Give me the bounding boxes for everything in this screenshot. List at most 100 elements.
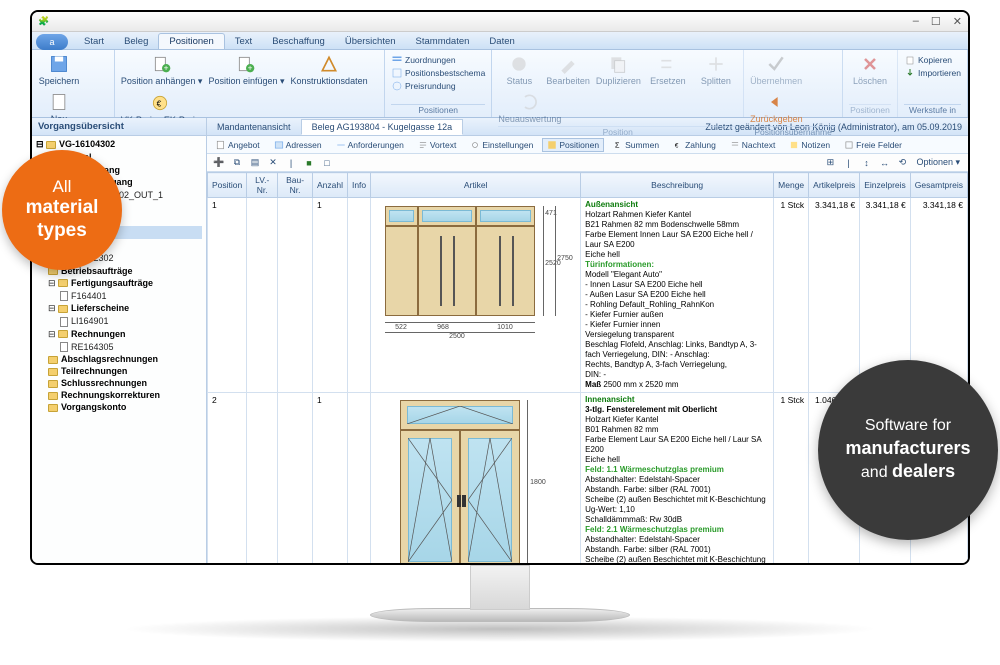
ribbon-zuordnungen-button[interactable]: Zuordnungen xyxy=(391,54,485,66)
subtab-freiefelder[interactable]: Freie Felder xyxy=(839,138,907,152)
tree-item[interactable]: Vorgangskonto xyxy=(36,401,202,413)
tree-item[interactable]: ⊟ Rechnungen xyxy=(36,328,202,341)
ribbon-neuauswertung-button[interactable]: Neuauswertung xyxy=(498,92,561,124)
subtab-adressen[interactable]: Adressen xyxy=(269,138,327,152)
tree-item[interactable]: LI164901 xyxy=(36,315,202,328)
window-maximize-button[interactable]: ☐ xyxy=(931,15,941,28)
ribbon-uebernehmen-button[interactable]: Übernehmen xyxy=(750,54,802,86)
ribbon-group-label: Positionen xyxy=(849,104,891,115)
cell-menge: 1 Stck xyxy=(774,198,809,393)
col-info[interactable]: Info xyxy=(347,173,370,198)
ribbon-loeschen-button[interactable]: Löschen xyxy=(849,54,891,86)
ribbon-kopieren-button[interactable]: Kopieren xyxy=(904,54,961,66)
cell-beschreibung: Innenansicht 3-tlg. Fensterelement mit O… xyxy=(581,393,774,564)
ribbon-group-label: Position xyxy=(498,126,737,137)
tb-icon[interactable]: ▤ xyxy=(247,156,263,170)
window-close-button[interactable]: ✕ xyxy=(953,15,962,28)
last-modified-label: Zuletzt geändert von Leon König (Adminis… xyxy=(705,122,968,132)
col-baunr[interactable]: Bau-Nr. xyxy=(278,173,313,198)
badge-software-for: Software for manufacturers and dealers xyxy=(818,360,998,540)
col-gesamtpreis[interactable]: Gesamtpreis xyxy=(910,173,967,198)
tb-icon[interactable]: ■ xyxy=(301,156,317,170)
monitor-stand-base xyxy=(370,608,630,622)
doc-tab-mandanten[interactable]: Mandantenansicht xyxy=(207,120,301,134)
tb-icon[interactable]: ↔ xyxy=(876,156,892,170)
cell-artikel-drawing: 600 600 1200 1800 xyxy=(371,393,581,564)
ribbon-konstruktion-button[interactable]: Konstruktionsdaten xyxy=(291,54,368,87)
cell-beschreibung: Außenansicht Holzart Rahmen Kiefer Kante… xyxy=(581,198,774,393)
ribbon-tab-start[interactable]: Start xyxy=(74,34,114,49)
tree-item[interactable]: F164401 xyxy=(36,290,202,303)
tb-icon[interactable]: ➕ xyxy=(211,156,227,170)
ribbon-importieren-button[interactable]: Importieren xyxy=(904,67,961,79)
options-dropdown[interactable]: Optionen ▾ xyxy=(912,157,964,168)
subtab-vortext[interactable]: Vortext xyxy=(413,138,461,152)
tb-icon[interactable]: | xyxy=(283,156,299,170)
svg-text:€: € xyxy=(157,98,162,108)
svg-text:+: + xyxy=(163,63,168,73)
tb-icon[interactable]: ✕ xyxy=(265,156,281,170)
doc-tab-beleg[interactable]: Beleg AG193804 - Kugelgasse 12a xyxy=(301,119,464,135)
grid-toolbar: ➕ ⧉ ▤ ✕ | ■ □ ⊞ | ↕ ↔ ⟲ Optionen ▾ xyxy=(207,154,968,172)
tree-item[interactable]: Teilrechnungen xyxy=(36,365,202,377)
ribbon-status-button[interactable]: Status xyxy=(498,54,540,86)
subtab-summen[interactable]: ΣSummen xyxy=(608,138,664,152)
subtab-positionen[interactable]: Positionen xyxy=(542,138,604,152)
col-beschreibung[interactable]: Beschreibung xyxy=(581,173,774,198)
ribbon-bearbeiten-button[interactable]: Bearbeiten xyxy=(546,54,590,86)
tree-item[interactable]: Rechnungskorrekturen xyxy=(36,389,202,401)
tb-icon[interactable]: □ xyxy=(319,156,335,170)
tb-icon[interactable]: ⊞ xyxy=(822,156,838,170)
tb-icon[interactable]: ↕ xyxy=(858,156,874,170)
subtab-angebot[interactable]: Angebot xyxy=(211,138,265,152)
tb-icon[interactable]: | xyxy=(840,156,856,170)
ribbon-group-label: Werkstufe in xyxy=(904,104,961,115)
col-position[interactable]: Position xyxy=(208,173,247,198)
cell-artikelpreis: 3.341,18 € xyxy=(809,198,860,393)
ribbon-splitten-button[interactable]: Splitten xyxy=(695,54,737,86)
ribbon-group-label: Positionen xyxy=(391,104,485,115)
ribbon-position-einfugen-button[interactable]: +Position einfügen ▾ xyxy=(208,54,284,87)
tree-item[interactable]: ⊟ Fertigungsaufträge xyxy=(36,277,202,290)
window-titlebar: 🧩 – ☐ ✕ xyxy=(32,12,968,32)
ribbon-tab-uebersichten[interactable]: Übersichten xyxy=(335,34,406,49)
col-einzelpreis[interactable]: Einzelpreis xyxy=(860,173,911,198)
ribbon-tab-beleg[interactable]: Beleg xyxy=(114,34,158,49)
subtab-nachtext[interactable]: Nachtext xyxy=(725,138,781,152)
col-anzahl[interactable]: Anzahl xyxy=(312,173,347,198)
ribbon: Speichern Neu Speichern +Position anhäng… xyxy=(32,50,968,118)
tree-item[interactable]: Abschlagsrechnungen xyxy=(36,353,202,365)
ribbon-tab-positionen[interactable]: Positionen xyxy=(158,33,224,49)
ribbon-positionsschema-button[interactable]: Positionsbestschema xyxy=(391,67,485,79)
window-minimize-button[interactable]: – xyxy=(913,15,919,28)
ribbon-tab-beschaffung[interactable]: Beschaffung xyxy=(262,34,335,49)
tb-icon[interactable]: ⧉ xyxy=(229,156,245,170)
ribbon-position-anhangen-button[interactable]: +Position anhängen ▾ xyxy=(121,54,203,87)
subtab-anforderungen[interactable]: Anforderungen xyxy=(331,138,409,152)
col-artikelpreis[interactable]: Artikelpreis xyxy=(809,173,860,198)
ribbon-ersetzen-button[interactable]: Ersetzen xyxy=(647,54,689,86)
ribbon-tab-stammdaten[interactable]: Stammdaten xyxy=(406,34,480,49)
ribbon-preisrundung-button[interactable]: Preisrundung xyxy=(391,80,485,92)
grid-row[interactable]: 1 1 xyxy=(208,198,968,393)
ribbon-duplizieren-button[interactable]: Duplizieren xyxy=(596,54,641,86)
tree-item[interactable]: RE164305 xyxy=(36,341,202,354)
file-tab[interactable]: a xyxy=(36,34,68,50)
ribbon-zurueckgeben-button[interactable]: Zurückgeben xyxy=(750,92,803,124)
svg-text:+: + xyxy=(248,63,253,73)
subtab-zahlung[interactable]: €Zahlung xyxy=(668,138,721,152)
col-artikel[interactable]: Artikel xyxy=(371,173,581,198)
tree-item[interactable]: Schlussrechnungen xyxy=(36,377,202,389)
col-lvnr[interactable]: LV.-Nr. xyxy=(247,173,278,198)
cell-position: 1 xyxy=(208,198,247,393)
app-icon: 🧩 xyxy=(38,16,49,27)
tb-icon[interactable]: ⟲ xyxy=(894,156,910,170)
ribbon-save-button[interactable]: Speichern xyxy=(38,54,80,86)
tree-item[interactable]: ⊟ Lieferscheine xyxy=(36,302,202,315)
col-menge[interactable]: Menge xyxy=(774,173,809,198)
subtab-einstellungen[interactable]: Einstellungen xyxy=(465,138,538,152)
ribbon-tab-text[interactable]: Text xyxy=(225,34,262,49)
ribbon-tab-daten[interactable]: Daten xyxy=(479,34,524,49)
subtab-notizen[interactable]: Notizen xyxy=(784,138,835,152)
svg-text:Σ: Σ xyxy=(615,140,620,149)
